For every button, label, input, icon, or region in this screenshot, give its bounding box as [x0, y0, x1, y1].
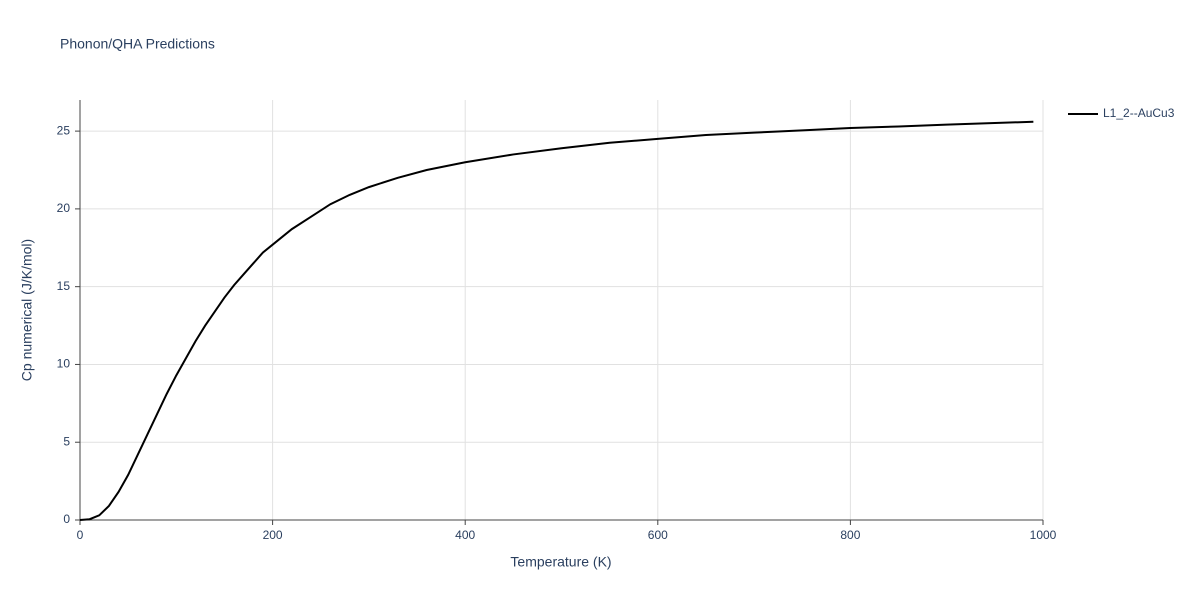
x-tick-label: 0: [77, 528, 84, 542]
y-tick-label: 20: [57, 201, 71, 215]
y-tick-label: 15: [57, 279, 71, 293]
x-tick-label: 1000: [1030, 528, 1057, 542]
x-tick-label: 200: [263, 528, 283, 542]
x-tick-label: 600: [648, 528, 668, 542]
chart-title: Phonon/QHA Predictions: [60, 36, 215, 52]
y-tick-label: 25: [57, 123, 71, 137]
y-tick-label: 5: [63, 434, 70, 448]
y-tick-label: 10: [57, 357, 71, 371]
y-tick-label: 0: [63, 512, 70, 526]
y-axis-title: Cp numerical (J/K/mol): [19, 239, 35, 381]
legend-label: L1_2--AuCu3: [1103, 106, 1175, 120]
x-tick-label: 800: [840, 528, 860, 542]
line-series: [79, 120, 1034, 521]
x-axis-title: Temperature (K): [510, 554, 611, 570]
x-tick-label: 400: [455, 528, 475, 542]
